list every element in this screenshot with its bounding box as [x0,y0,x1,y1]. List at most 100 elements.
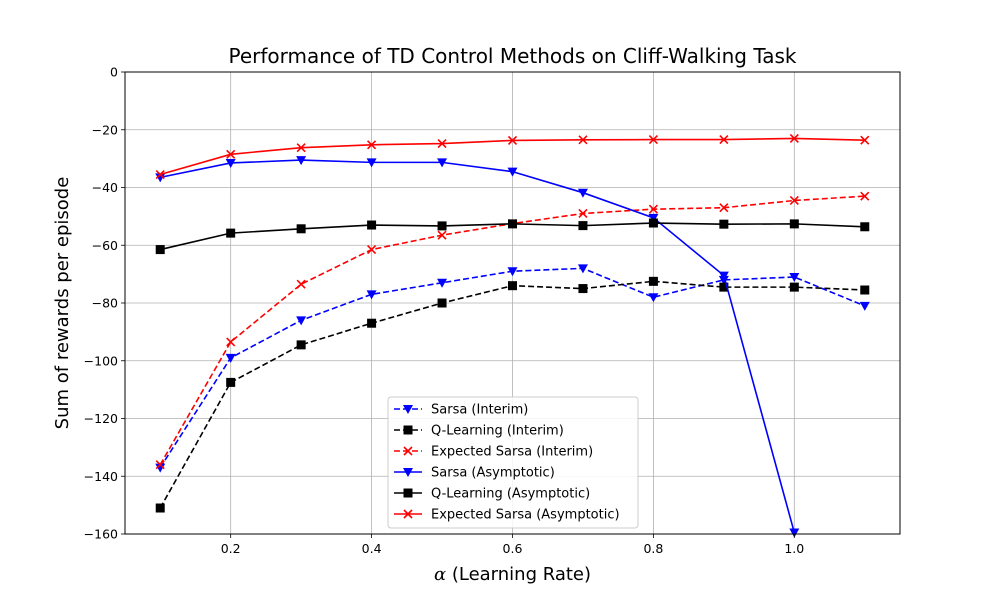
legend-label: Q-Learning (Asymptotic) [431,487,590,502]
x-axis-title-symbol: α [434,564,446,585]
legend-label: Expected Sarsa (Interim) [431,445,593,460]
data-point [437,298,447,308]
y-axis-title: Sum of rewards per episode [52,177,73,430]
data-point [719,135,729,145]
data-point [367,318,377,328]
data-point [859,301,870,311]
data-point [578,221,588,231]
data-point [578,135,588,145]
data-point [225,353,236,363]
x-axis-title-text: (Learning Rate) [446,564,591,585]
data-point [155,460,165,470]
x-tick-label: 0.2 [221,541,241,556]
series-1 [155,276,870,513]
data-point [789,273,800,283]
legend-entry: Expected Sarsa (Asymptotic) [394,508,620,523]
series-line [160,159,796,533]
legend-swatch-marker [403,468,413,477]
data-point [437,221,447,231]
y-tick-label: −140 [84,469,118,484]
y-tick-label: −100 [84,353,118,368]
data-point [437,278,448,288]
y-tick-label: −80 [92,296,118,311]
series-3 [155,156,800,538]
legend-entry: Sarsa (Interim) [394,403,528,418]
data-point [367,140,377,150]
data-point [648,218,658,228]
series-4 [155,218,870,255]
legend-swatch-marker [403,425,413,435]
data-point [226,228,236,238]
data-point [507,267,518,277]
data-point [648,213,659,223]
y-tick-label: −120 [84,411,118,426]
data-point [296,316,307,326]
data-point [226,337,236,347]
y-tick-label: −40 [92,180,118,195]
data-point [789,219,799,229]
series-layer [155,133,870,538]
data-point [296,340,306,350]
legend: Sarsa (Interim) Q-Learning (Interim) Expec… [387,396,639,529]
data-point [860,222,870,232]
legend-entry: Sarsa (Asymptotic) [394,466,555,481]
data-point [648,293,659,303]
data-point [296,143,306,153]
y-tick-label: −20 [92,122,118,137]
data-point [719,219,729,229]
x-tick-label: 0.4 [362,541,382,556]
data-point [508,281,517,291]
data-point [155,503,165,513]
data-point [860,285,870,295]
data-point [437,139,447,149]
data-point [577,264,588,274]
x-tick-label: 0.8 [643,541,663,556]
data-point [437,230,447,240]
data-point [155,173,166,183]
legend-swatch-marker [403,488,413,498]
legend-swatch-marker [403,509,413,519]
data-point [366,158,377,168]
data-point [648,135,658,145]
data-point [155,245,165,255]
legend-label: Sarsa (Asymptotic) [431,466,555,481]
data-point [508,219,517,229]
data-point [789,528,800,538]
y-tick-label: −60 [92,238,118,253]
legend-box [387,396,639,529]
data-point [437,158,448,168]
data-point [296,156,307,166]
legend-entry: Q-Learning (Asymptotic) [394,487,590,502]
y-tick-label: 0 [110,65,118,80]
data-point [789,282,799,292]
data-point [648,204,658,214]
legend-entry: Expected Sarsa (Interim) [394,445,593,460]
data-point [648,276,658,286]
legend-swatch-marker [403,405,413,414]
data-point [367,220,377,230]
legend-label: Expected Sarsa (Asymptotic) [431,508,620,523]
legend-label: Q-Learning (Interim) [431,424,564,439]
data-point [578,284,588,294]
legend-entry: Q-Learning (Interim) [394,424,564,439]
data-point [789,195,799,206]
data-point [296,279,306,289]
x-tick-label: 0.6 [503,541,523,556]
data-point [225,158,236,168]
data-point [577,188,588,198]
data-point [719,282,729,292]
data-point [155,463,166,473]
legend-label: Sarsa (Interim) [431,403,528,418]
data-point [718,271,729,281]
data-point [507,167,518,177]
series-5 [155,133,870,180]
x-tick-label: 1.0 [784,541,804,556]
data-point [507,135,518,145]
data-point [860,135,870,145]
data-point [366,290,377,300]
data-point [226,149,236,159]
data-point [296,224,306,234]
data-point [155,169,165,180]
data-point [578,208,588,219]
